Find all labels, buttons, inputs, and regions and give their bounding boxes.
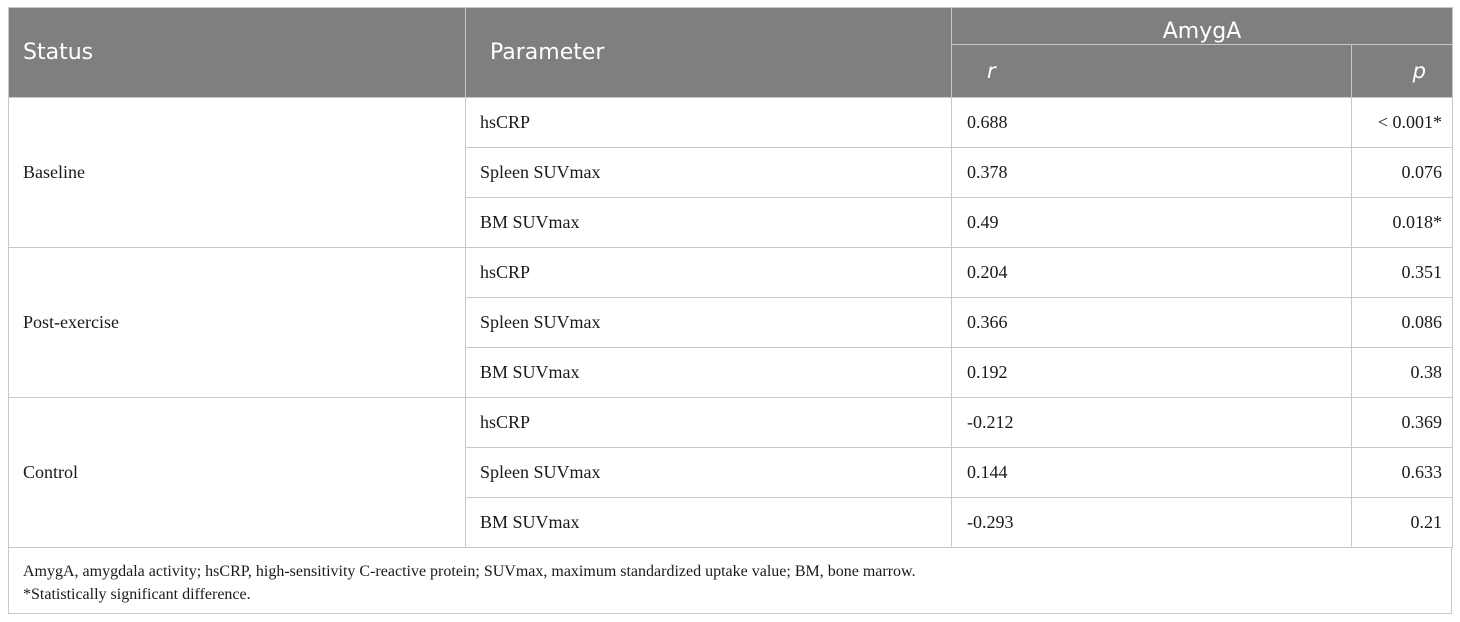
p-cell: 0.369 xyxy=(1350,397,1454,448)
p-cell: 0.21 xyxy=(1350,497,1454,548)
status-cell: Control xyxy=(8,397,466,548)
p-cell: 0.351 xyxy=(1350,247,1454,298)
r-cell: 0.49 xyxy=(951,197,1352,248)
table-header: Status Parameter AmygA r p xyxy=(8,7,1454,98)
header-status: Status xyxy=(8,7,466,98)
parameter-cell: hsCRP xyxy=(465,247,952,298)
table-row: BM SUVmax 0.192 0.38 xyxy=(9,347,1454,398)
r-cell: 0.204 xyxy=(951,247,1352,298)
table-footnote: AmygA, amygdala activity; hsCRP, high-se… xyxy=(8,548,1452,614)
table-row: BM SUVmax 0.49 0.018* xyxy=(9,197,1454,248)
p-cell: < 0.001* xyxy=(1350,97,1454,148)
parameter-cell: Spleen SUVmax xyxy=(465,447,952,498)
r-cell: 0.366 xyxy=(951,297,1352,348)
table-row: Spleen SUVmax 0.366 0.086 xyxy=(9,297,1454,348)
p-cell: 0.018* xyxy=(1350,197,1454,248)
status-cell: Baseline xyxy=(8,97,466,248)
abbreviations-note: AmygA, amygdala activity; hsCRP, high-se… xyxy=(23,563,916,580)
p-cell: 0.38 xyxy=(1350,347,1454,398)
r-cell: -0.293 xyxy=(951,497,1352,548)
parameter-cell: hsCRP xyxy=(465,97,952,148)
parameter-cell: BM SUVmax xyxy=(465,197,952,248)
header-parameter: Parameter xyxy=(465,7,952,98)
table-row: Spleen SUVmax 0.378 0.076 xyxy=(9,147,1454,198)
p-cell: 0.076 xyxy=(1350,147,1454,198)
r-cell: -0.212 xyxy=(951,397,1352,448)
table-container: Status Parameter AmygA r p Baseline hsCR… xyxy=(8,7,1454,614)
table-body: Baseline hsCRP 0.688 < 0.001* Spleen SUV… xyxy=(8,97,1454,548)
significance-note: *Statistically significant difference. xyxy=(23,586,251,603)
p-cell: 0.633 xyxy=(1350,447,1454,498)
status-cell: Post-exercise xyxy=(8,247,466,398)
table-row: Baseline hsCRP 0.688 < 0.001* xyxy=(8,97,1454,248)
parameter-cell: BM SUVmax xyxy=(465,497,952,548)
header-p: p xyxy=(1350,44,1454,98)
parameter-cell: BM SUVmax xyxy=(465,347,952,398)
r-cell: 0.688 xyxy=(951,97,1352,148)
r-cell: 0.378 xyxy=(951,147,1352,198)
header-r: r xyxy=(951,44,1352,98)
parameter-cell: hsCRP xyxy=(465,397,952,448)
r-cell: 0.144 xyxy=(951,447,1352,498)
table-row: Control hsCRP -0.212 0.369 xyxy=(8,397,1454,548)
header-amyga: AmygA xyxy=(950,7,1454,45)
results-table: Status Parameter AmygA r p Baseline hsCR… xyxy=(8,7,1454,548)
p-cell: 0.086 xyxy=(1350,297,1454,348)
table-row: BM SUVmax -0.293 0.21 xyxy=(9,497,1454,548)
parameter-cell: Spleen SUVmax xyxy=(465,147,952,198)
r-cell: 0.192 xyxy=(951,347,1352,398)
table-row: Post-exercise hsCRP 0.204 0.351 xyxy=(8,247,1454,398)
parameter-cell: Spleen SUVmax xyxy=(465,297,952,348)
table-row: Spleen SUVmax 0.144 0.633 xyxy=(9,447,1454,498)
